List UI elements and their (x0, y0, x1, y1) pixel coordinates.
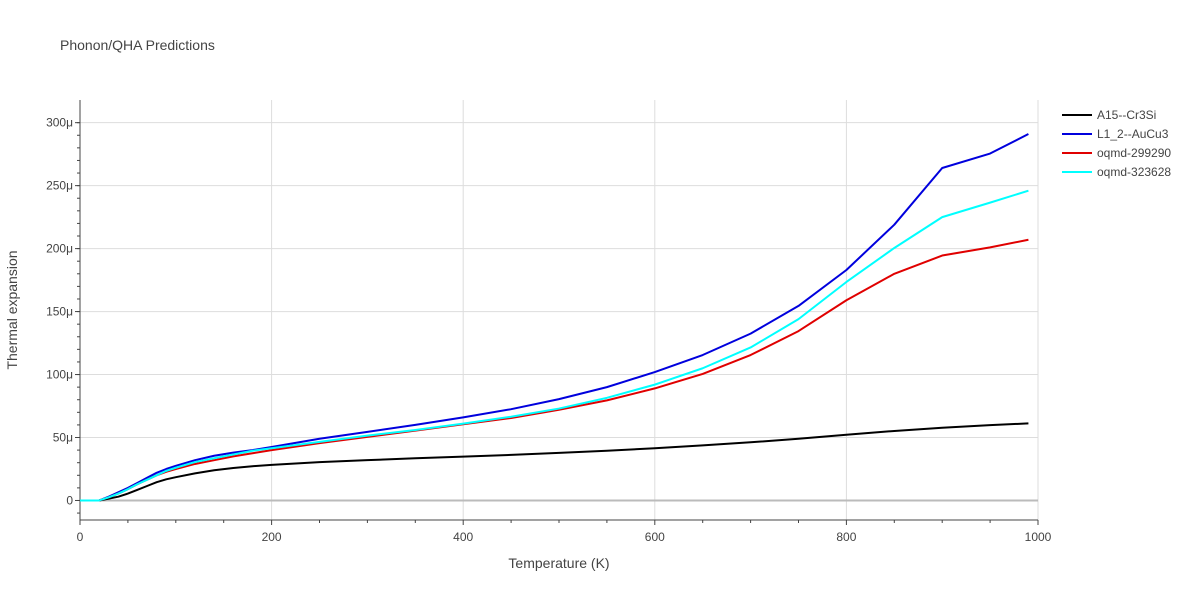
grid (80, 100, 1039, 520)
chart-title: Phonon/QHA Predictions (60, 37, 215, 53)
legend-label: L1_2--AuCu3 (1097, 127, 1169, 141)
y-tick-label: 200μ (46, 242, 73, 256)
legend-label: oqmd-323628 (1097, 165, 1171, 179)
legend[interactable]: A15--Cr3Si L1_2--AuCu3 oqmd-299290 oqmd-323… (1062, 108, 1171, 179)
legend-item[interactable]: oqmd-323628 (1062, 165, 1171, 179)
y-tick-label: 100μ (46, 368, 73, 382)
series-line-L1_2--AuCu3[interactable] (80, 133, 1029, 502)
legend-label: oqmd-299290 (1097, 146, 1171, 160)
y-tick-label: 150μ (46, 305, 73, 319)
series-line-oqmd-299290[interactable] (80, 238, 1029, 502)
x-axis-title: Temperature (K) (508, 555, 609, 571)
series-line-A15--Cr3Si[interactable] (80, 422, 1029, 502)
x-tick-label: 800 (836, 530, 856, 544)
legend-item[interactable]: A15--Cr3Si (1062, 108, 1156, 122)
series-lines (80, 133, 1029, 502)
y-tick-label: 250μ (46, 179, 73, 193)
x-tick-label: 400 (453, 530, 473, 544)
series-line-oqmd-323628[interactable] (80, 189, 1029, 502)
x-tick-label: 1000 (1025, 530, 1052, 544)
tick-labels: 0 200 400 600 800 1000 0 50μ 100μ 150μ 200μ 250μ 300… (46, 116, 1052, 544)
x-tick-label: 0 (77, 530, 84, 544)
legend-item[interactable]: oqmd-299290 (1062, 146, 1171, 160)
legend-label: A15--Cr3Si (1097, 108, 1156, 122)
y-tick-label: 50μ (53, 431, 73, 445)
x-tick-label: 600 (645, 530, 665, 544)
x-tick-label: 200 (262, 530, 282, 544)
legend-item[interactable]: L1_2--AuCu3 (1062, 127, 1169, 141)
y-tick-label: 0 (66, 493, 73, 507)
y-axis-title: Thermal expansion (4, 250, 20, 369)
y-tick-label: 300μ (46, 116, 73, 130)
